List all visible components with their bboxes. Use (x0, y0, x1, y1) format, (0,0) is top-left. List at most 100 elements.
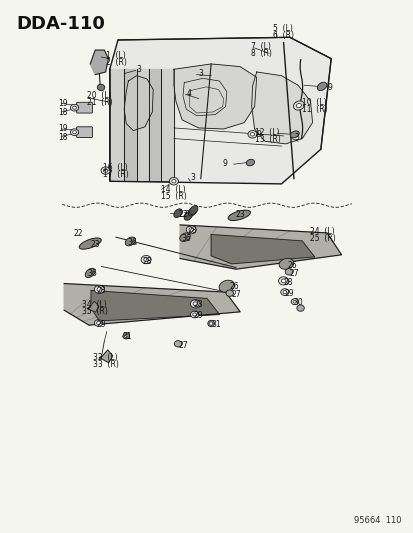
Text: 28: 28 (96, 286, 105, 295)
Ellipse shape (171, 180, 176, 183)
Ellipse shape (293, 101, 304, 110)
Ellipse shape (225, 290, 233, 296)
Polygon shape (99, 350, 112, 363)
Polygon shape (173, 64, 256, 129)
Polygon shape (109, 37, 330, 184)
Text: 9: 9 (222, 159, 227, 168)
Text: 13  (R): 13 (R) (255, 135, 280, 143)
Text: 19: 19 (58, 99, 67, 108)
Polygon shape (91, 290, 219, 321)
Text: 14  (L): 14 (L) (161, 185, 185, 193)
Text: 6  (R): 6 (R) (273, 31, 294, 40)
Ellipse shape (124, 334, 128, 337)
Polygon shape (87, 301, 99, 312)
Text: 28: 28 (283, 278, 292, 287)
Text: 31: 31 (122, 333, 131, 341)
Polygon shape (136, 69, 149, 181)
Ellipse shape (96, 321, 100, 325)
Text: 35  (R): 35 (R) (82, 308, 107, 316)
Ellipse shape (94, 320, 102, 326)
Text: 8  (R): 8 (R) (251, 50, 271, 58)
Text: 7  (L): 7 (L) (251, 43, 271, 51)
Text: 15  (R): 15 (R) (161, 192, 187, 200)
Text: 34  (L): 34 (L) (82, 301, 107, 309)
Ellipse shape (192, 313, 196, 316)
Text: 9: 9 (326, 84, 331, 92)
Polygon shape (124, 76, 153, 131)
Polygon shape (180, 225, 341, 269)
Ellipse shape (169, 177, 178, 185)
Polygon shape (251, 72, 312, 144)
Ellipse shape (186, 225, 196, 234)
Text: 3: 3 (190, 173, 195, 182)
Ellipse shape (280, 289, 288, 295)
Ellipse shape (190, 311, 198, 318)
Text: 36: 36 (181, 234, 191, 243)
Ellipse shape (292, 300, 296, 303)
Ellipse shape (278, 259, 293, 269)
Text: 32  (L): 32 (L) (93, 353, 117, 361)
Ellipse shape (209, 322, 212, 325)
Ellipse shape (97, 287, 102, 292)
Text: 2  (R): 2 (R) (105, 59, 126, 67)
Polygon shape (90, 50, 108, 75)
Polygon shape (149, 69, 161, 181)
Ellipse shape (290, 298, 298, 305)
Ellipse shape (246, 159, 254, 166)
Text: 20  (L): 20 (L) (87, 92, 111, 100)
Ellipse shape (73, 131, 76, 134)
Ellipse shape (188, 207, 196, 216)
Text: 4: 4 (186, 89, 191, 98)
Ellipse shape (79, 238, 101, 249)
Ellipse shape (73, 106, 76, 109)
Polygon shape (109, 69, 124, 181)
Text: 31: 31 (211, 320, 220, 328)
Text: 12  (L): 12 (L) (255, 128, 279, 136)
Ellipse shape (282, 290, 286, 294)
Ellipse shape (101, 167, 110, 174)
Text: 16  (L): 16 (L) (102, 164, 127, 172)
Ellipse shape (192, 302, 197, 306)
Text: 11  (R): 11 (R) (301, 105, 327, 114)
Polygon shape (211, 235, 314, 264)
Text: DDA-110: DDA-110 (17, 15, 105, 33)
Polygon shape (64, 284, 240, 325)
Text: 3: 3 (198, 69, 203, 78)
Text: 27: 27 (289, 269, 299, 278)
Text: 22: 22 (74, 229, 83, 238)
Text: 26: 26 (287, 261, 297, 270)
Text: 23: 23 (90, 240, 100, 248)
Ellipse shape (173, 209, 182, 217)
Ellipse shape (103, 169, 107, 172)
Ellipse shape (94, 285, 104, 294)
Text: 3: 3 (293, 133, 298, 142)
Text: 28: 28 (187, 227, 196, 235)
Text: 29: 29 (96, 320, 105, 328)
Ellipse shape (290, 131, 299, 138)
Ellipse shape (70, 104, 78, 111)
Text: 10  (L): 10 (L) (301, 98, 326, 107)
Text: 36: 36 (127, 238, 137, 247)
Text: 23: 23 (235, 210, 245, 219)
Text: 1  (L): 1 (L) (105, 52, 125, 60)
Ellipse shape (250, 133, 254, 136)
Text: 18: 18 (58, 109, 67, 117)
Ellipse shape (296, 103, 301, 108)
Text: 9: 9 (256, 130, 261, 139)
Ellipse shape (190, 300, 200, 308)
Ellipse shape (188, 228, 193, 232)
Text: 17  (R): 17 (R) (102, 171, 128, 179)
Text: 25  (R): 25 (R) (309, 235, 335, 243)
Ellipse shape (144, 257, 148, 262)
Ellipse shape (207, 320, 214, 327)
Ellipse shape (247, 131, 256, 138)
Text: 29: 29 (193, 311, 203, 320)
Text: 30: 30 (292, 298, 302, 307)
Ellipse shape (85, 268, 95, 278)
Text: 27: 27 (178, 341, 187, 350)
Ellipse shape (316, 82, 326, 91)
Ellipse shape (285, 269, 292, 275)
Text: 21  (R): 21 (R) (87, 99, 112, 107)
Ellipse shape (179, 233, 190, 241)
Text: 29: 29 (284, 289, 294, 297)
